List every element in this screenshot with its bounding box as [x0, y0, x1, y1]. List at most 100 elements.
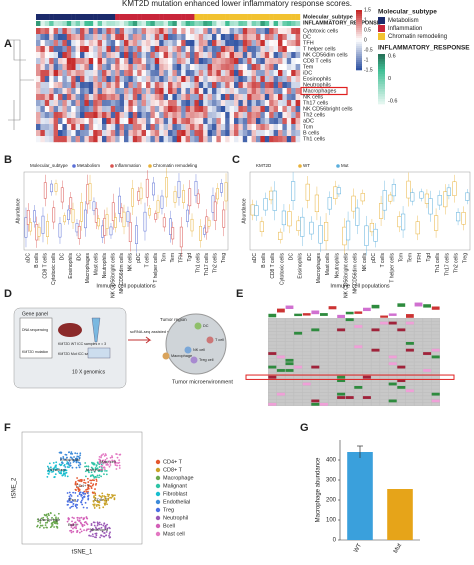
heat-cell — [229, 118, 235, 125]
heat-cell — [216, 136, 221, 143]
cell-point — [104, 495, 107, 498]
legend-title: INFLAMMATORY_RESPONSE — [378, 45, 470, 52]
onco-cell — [268, 321, 277, 325]
cell-point — [52, 520, 55, 523]
box — [29, 222, 32, 232]
cell-point — [113, 498, 116, 501]
onco-cell — [414, 331, 423, 335]
onco-cell — [371, 325, 380, 328]
heat-cell — [115, 136, 120, 143]
heat-cell — [286, 34, 292, 41]
heat-cell — [269, 76, 274, 83]
onco-cell — [362, 328, 371, 332]
box — [373, 228, 378, 242]
heat-cell — [282, 46, 287, 53]
y-axis-label: Abundance — [241, 198, 247, 224]
cell-point — [70, 526, 73, 528]
onco-cell — [268, 369, 277, 372]
cell-point — [69, 493, 72, 496]
cell-point — [58, 472, 61, 474]
subtype-cell — [66, 14, 72, 20]
cell-point — [115, 468, 118, 470]
onco-cell — [268, 389, 277, 393]
onco-cell — [397, 352, 406, 355]
heat-cell — [75, 34, 81, 41]
cell-point — [46, 517, 49, 520]
box — [126, 211, 130, 223]
cell-point — [104, 470, 106, 472]
cell-point — [48, 462, 51, 465]
heat-cell — [190, 106, 195, 113]
cell-point — [52, 467, 55, 470]
cell-point — [86, 484, 89, 486]
heat-cell — [216, 88, 221, 95]
heat-cell — [203, 58, 208, 65]
onco-cell — [405, 338, 414, 342]
heat-cell — [110, 64, 116, 71]
onco-cell — [268, 402, 277, 406]
heat-cell — [66, 112, 72, 119]
cell-point — [99, 459, 102, 462]
onco-cell — [431, 318, 440, 322]
onco-cell — [302, 355, 311, 359]
heat-cell — [269, 100, 274, 107]
subtype-cell — [203, 14, 208, 20]
response-cell — [106, 21, 111, 26]
heat-cell — [49, 136, 54, 143]
cell-point — [90, 535, 92, 537]
heat-cell — [110, 124, 116, 131]
heat-cell — [168, 100, 173, 107]
y-axis-label: tSNE_2 — [12, 477, 18, 498]
onco-cell — [285, 389, 294, 393]
onco-cell — [414, 372, 423, 376]
heat-cell — [291, 64, 296, 71]
heat-cell — [212, 46, 217, 53]
cell-point — [117, 462, 120, 465]
heat-cell — [216, 94, 221, 101]
x-tick-label: Tgd — [187, 253, 193, 262]
heat-cell — [278, 82, 283, 89]
cell-point — [40, 524, 42, 527]
heat-cell — [132, 112, 138, 119]
heat-cell — [176, 64, 182, 71]
onco-cell — [380, 331, 389, 335]
liver — [58, 323, 82, 337]
x-tick-label: Macrophages — [316, 253, 322, 284]
onco-cell — [388, 328, 397, 332]
heat-cell — [225, 76, 230, 83]
heat-cell — [238, 88, 243, 95]
cell-point — [102, 453, 105, 456]
heat-cell — [97, 58, 103, 65]
heat-cell — [141, 76, 147, 83]
onco-cell — [294, 399, 303, 403]
cell-label: T cell — [215, 338, 224, 342]
heat-cell — [75, 52, 81, 59]
heat-cell — [229, 124, 235, 131]
x-tick-label: Mut — [393, 543, 403, 555]
onco-cell — [354, 369, 363, 372]
onco-cell — [268, 375, 277, 379]
top-bar — [311, 310, 320, 315]
heat-cell — [128, 58, 133, 65]
heat-cell — [93, 40, 98, 47]
heat-cell — [295, 130, 301, 137]
legend-label: Chromatin remodeling — [153, 163, 198, 168]
heat-cell — [212, 124, 217, 131]
heat-cell — [75, 64, 81, 71]
legend-label: Inflammation — [115, 163, 141, 168]
response-cell — [264, 21, 270, 26]
heat-cell — [198, 46, 204, 53]
box — [173, 191, 177, 203]
heat-cell — [295, 94, 301, 101]
legend-dot — [155, 483, 161, 489]
onco-cell — [354, 338, 363, 342]
onco-cell — [302, 352, 311, 355]
cell-point — [104, 528, 107, 531]
x-tick-label: DC — [289, 253, 295, 261]
onco-cell — [431, 358, 440, 362]
onco-cell — [285, 375, 294, 379]
subtype-cell — [273, 14, 279, 20]
heat-cell — [58, 76, 63, 83]
onco-cell — [328, 372, 337, 376]
box — [196, 193, 200, 204]
